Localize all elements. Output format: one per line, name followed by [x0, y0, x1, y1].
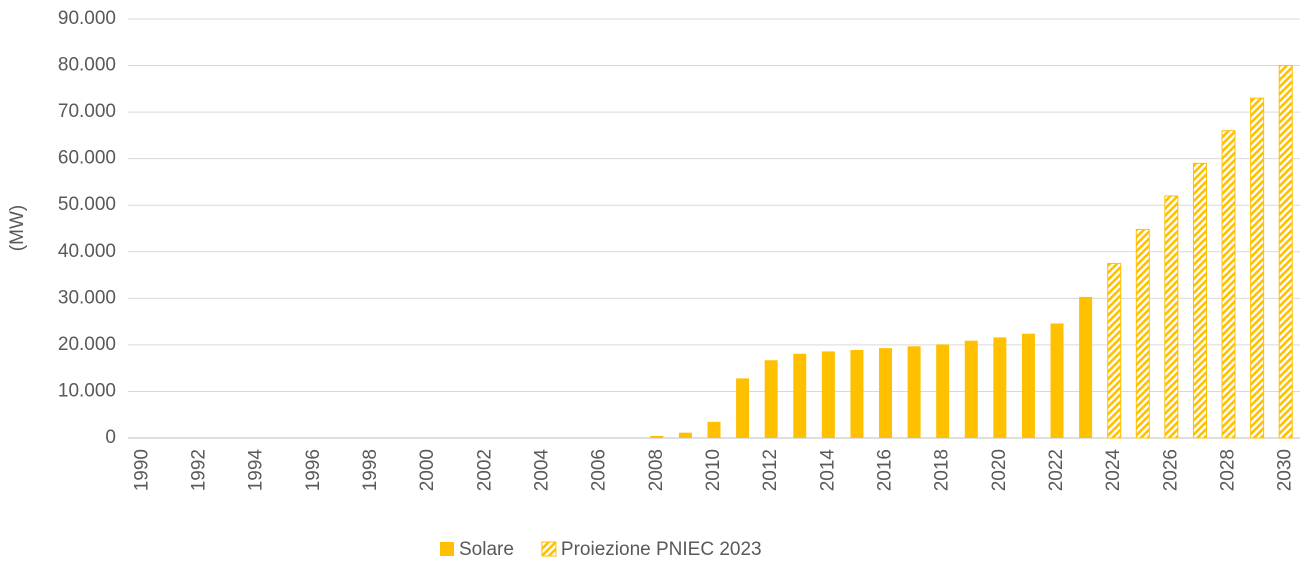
bar: [993, 337, 1006, 438]
bar: [1222, 131, 1235, 438]
x-tick-label: 2008: [646, 449, 667, 491]
x-tick-label: 2004: [532, 449, 553, 492]
x-tick-label: 2024: [1103, 449, 1124, 492]
y-tick-label: 90.000: [58, 8, 116, 29]
y-tick-label: 30.000: [58, 287, 116, 308]
x-tick-label: 2006: [589, 449, 610, 491]
bar: [679, 433, 692, 438]
bar: [708, 422, 721, 438]
legend-label: Solare: [459, 539, 514, 560]
y-tick-label: 10.000: [58, 380, 116, 401]
x-tick-label: 2022: [1046, 449, 1067, 491]
bar: [850, 350, 863, 438]
bar: [1136, 229, 1149, 438]
bar: [793, 354, 806, 438]
bar: [765, 360, 778, 438]
y-tick-label: 80.000: [58, 55, 116, 76]
x-tick-label: 2020: [989, 449, 1010, 491]
x-tick-label: 2016: [875, 449, 896, 491]
bar: [1022, 334, 1035, 438]
x-tick-label: 2010: [703, 449, 724, 491]
y-tick-label: 40.000: [58, 241, 116, 262]
y-tick-label: 70.000: [58, 101, 116, 122]
x-tick-label: 2000: [417, 449, 438, 491]
bar: [1251, 98, 1264, 438]
bar: [1279, 66, 1292, 438]
x-tick-label: 1998: [360, 449, 381, 491]
x-tick-label: 1994: [246, 449, 267, 492]
bar: [1165, 196, 1178, 438]
y-tick-label: 0: [105, 427, 116, 448]
bar: [1051, 323, 1064, 438]
x-tick-label: 1990: [131, 449, 152, 491]
legend-swatch: [542, 542, 556, 556]
bar: [736, 378, 749, 438]
legend-label: Proiezione PNIEC 2023: [561, 539, 762, 560]
x-tick-label: 2002: [474, 449, 495, 491]
bar: [1193, 163, 1206, 438]
x-tick-label: 2018: [932, 449, 953, 491]
bar: [650, 436, 663, 438]
x-tick-label: 2026: [1160, 449, 1181, 491]
y-axis-title: (MW): [7, 205, 28, 251]
bar: [908, 346, 921, 438]
y-tick-label: 50.000: [58, 194, 116, 215]
x-tick-label: 2030: [1275, 449, 1296, 491]
bar: [1108, 263, 1121, 438]
bar: [936, 344, 949, 438]
y-tick-label: 60.000: [58, 148, 116, 169]
bar: [1079, 297, 1092, 438]
x-tick-label: 1992: [188, 449, 209, 491]
bar: [879, 348, 892, 438]
x-tick-label: 2012: [760, 449, 781, 491]
bar: [822, 351, 835, 438]
legend-swatch: [440, 542, 454, 556]
x-tick-label: 1996: [303, 449, 324, 491]
x-tick-label: 2028: [1218, 449, 1239, 491]
y-tick-label: 20.000: [58, 334, 116, 355]
x-tick-label: 2014: [817, 449, 838, 492]
bar: [965, 341, 978, 438]
